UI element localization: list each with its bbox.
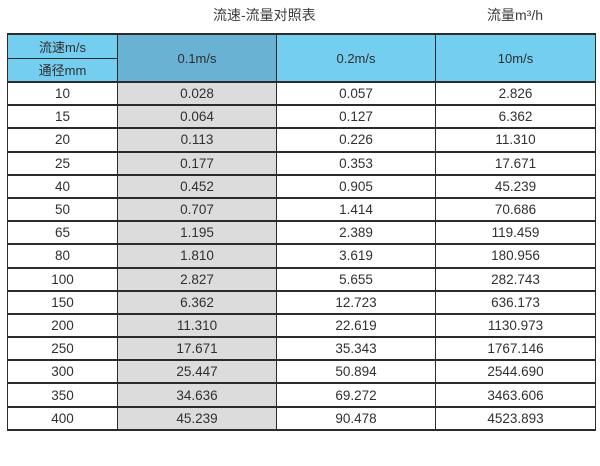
page-title: 流速-流量对照表 (213, 7, 316, 23)
flow-value-cell: 6.362 (117, 289, 277, 315)
diameter-cell: 150 (7, 289, 118, 315)
flow-value-cell: 0.113 (117, 127, 277, 153)
flow-value-cell: 25.447 (117, 359, 277, 385)
flow-value-cell: 2.826 (435, 80, 596, 107)
flow-value-cell: 636.173 (435, 289, 596, 315)
flow-value-cell: 11.310 (435, 127, 596, 153)
corner-label-diameter: 通径mm (7, 57, 118, 83)
flow-value-cell: 3463.606 (435, 382, 596, 408)
flow-value-cell: 0.707 (117, 196, 277, 223)
flow-value-cell: 17.671 (117, 336, 277, 362)
diameter-cell: 50 (7, 196, 118, 223)
column-header-0-2ms: 0.2m/s (276, 33, 436, 83)
table-row: 20 0.113 0.226 11.310 (7, 127, 596, 153)
diameter-cell: 65 (7, 220, 118, 246)
flow-value-cell: 1767.146 (435, 336, 596, 362)
table-row: 80 1.810 3.619 180.956 (7, 243, 596, 269)
flow-value-cell: 119.459 (435, 220, 596, 246)
table-row: 10 0.028 0.057 2.826 (7, 80, 596, 107)
table-body: 10 0.028 0.057 2.826 15 0.064 0.127 6.362 20 0.11… (7, 80, 596, 431)
flow-value-cell: 3.619 (276, 243, 436, 269)
flow-value-cell: 69.272 (276, 382, 436, 408)
flow-value-cell: 1130.973 (435, 312, 596, 339)
table-row: 15 0.064 0.127 6.362 (7, 104, 596, 130)
flow-value-cell: 0.226 (276, 127, 436, 153)
flow-value-cell: 1.414 (276, 196, 436, 223)
flow-value-cell: 34.636 (117, 382, 277, 408)
flow-value-cell: 45.239 (117, 405, 277, 431)
flow-rate-table: 流速m/s 0.1m/s 0.2m/s 10m/s 通径mm 10 0.028 0.… (7, 33, 596, 431)
flow-value-cell: 2544.690 (435, 359, 596, 385)
table-row: 25 0.177 0.353 17.671 (7, 150, 596, 176)
flow-value-cell: 12.723 (276, 289, 436, 315)
flow-value-cell: 2.389 (276, 220, 436, 246)
header-row-bottom: 通径mm (7, 57, 596, 83)
diameter-cell: 80 (7, 243, 118, 269)
flow-value-cell: 22.619 (276, 312, 436, 339)
flow-value-cell: 0.057 (276, 80, 436, 107)
table-row: 150 6.362 12.723 636.173 (7, 289, 596, 315)
diameter-cell: 40 (7, 173, 118, 199)
flow-unit-label: 流量m³/h (487, 7, 543, 23)
diameter-cell: 15 (7, 104, 118, 130)
diameter-cell: 20 (7, 127, 118, 153)
diameter-cell: 350 (7, 382, 118, 408)
table-row: 400 45.239 90.478 4523.893 (7, 405, 596, 431)
diameter-cell: 25 (7, 150, 118, 176)
table-row: 250 17.671 35.343 1767.146 (7, 336, 596, 362)
flow-value-cell: 17.671 (435, 150, 596, 176)
flow-value-cell: 0.127 (276, 104, 436, 130)
column-header-0-1ms: 0.1m/s (117, 33, 277, 83)
flow-value-cell: 282.743 (435, 266, 596, 292)
column-header-10ms: 10m/s (435, 33, 596, 83)
table-row: 350 34.636 69.272 3463.606 (7, 382, 596, 408)
flow-value-cell: 5.655 (276, 266, 436, 292)
flow-value-cell: 180.956 (435, 243, 596, 269)
flow-value-cell: 0.353 (276, 150, 436, 176)
flow-value-cell: 50.894 (276, 359, 436, 385)
table-row: 40 0.452 0.905 45.239 (7, 173, 596, 199)
diameter-cell: 400 (7, 405, 118, 431)
diameter-cell: 10 (7, 80, 118, 107)
table-row: 200 11.310 22.619 1130.973 (7, 312, 596, 339)
flow-value-cell: 0.064 (117, 104, 277, 130)
flow-value-cell: 1.195 (117, 220, 277, 246)
flow-value-cell: 90.478 (276, 405, 436, 431)
flow-value-cell: 45.239 (435, 173, 596, 199)
flow-value-cell: 0.452 (117, 173, 277, 199)
header-row-top: 流速m/s 0.1m/s 0.2m/s 10m/s (7, 33, 596, 83)
table-row: 50 0.707 1.414 70.686 (7, 196, 596, 223)
flow-value-cell: 6.362 (435, 104, 596, 130)
flow-value-cell: 11.310 (117, 312, 277, 339)
flow-value-cell: 0.905 (276, 173, 436, 199)
flow-value-cell: 1.810 (117, 243, 277, 269)
table-row: 100 2.827 5.655 282.743 (7, 266, 596, 292)
flow-value-cell: 0.028 (117, 80, 277, 107)
diameter-cell: 100 (7, 266, 118, 292)
corner-label-velocity: 流速m/s (7, 33, 118, 59)
diameter-cell: 300 (7, 359, 118, 385)
flow-value-cell: 70.686 (435, 196, 596, 223)
diameter-cell: 200 (7, 312, 118, 339)
table-header: 流速m/s 0.1m/s 0.2m/s 10m/s 通径mm (7, 33, 596, 83)
flow-value-cell: 35.343 (276, 336, 436, 362)
table-row: 65 1.195 2.389 119.459 (7, 220, 596, 246)
flow-value-cell: 4523.893 (435, 405, 596, 431)
diameter-cell: 250 (7, 336, 118, 362)
flow-value-cell: 2.827 (117, 266, 277, 292)
flow-value-cell: 0.177 (117, 150, 277, 176)
table-row: 300 25.447 50.894 2544.690 (7, 359, 596, 385)
